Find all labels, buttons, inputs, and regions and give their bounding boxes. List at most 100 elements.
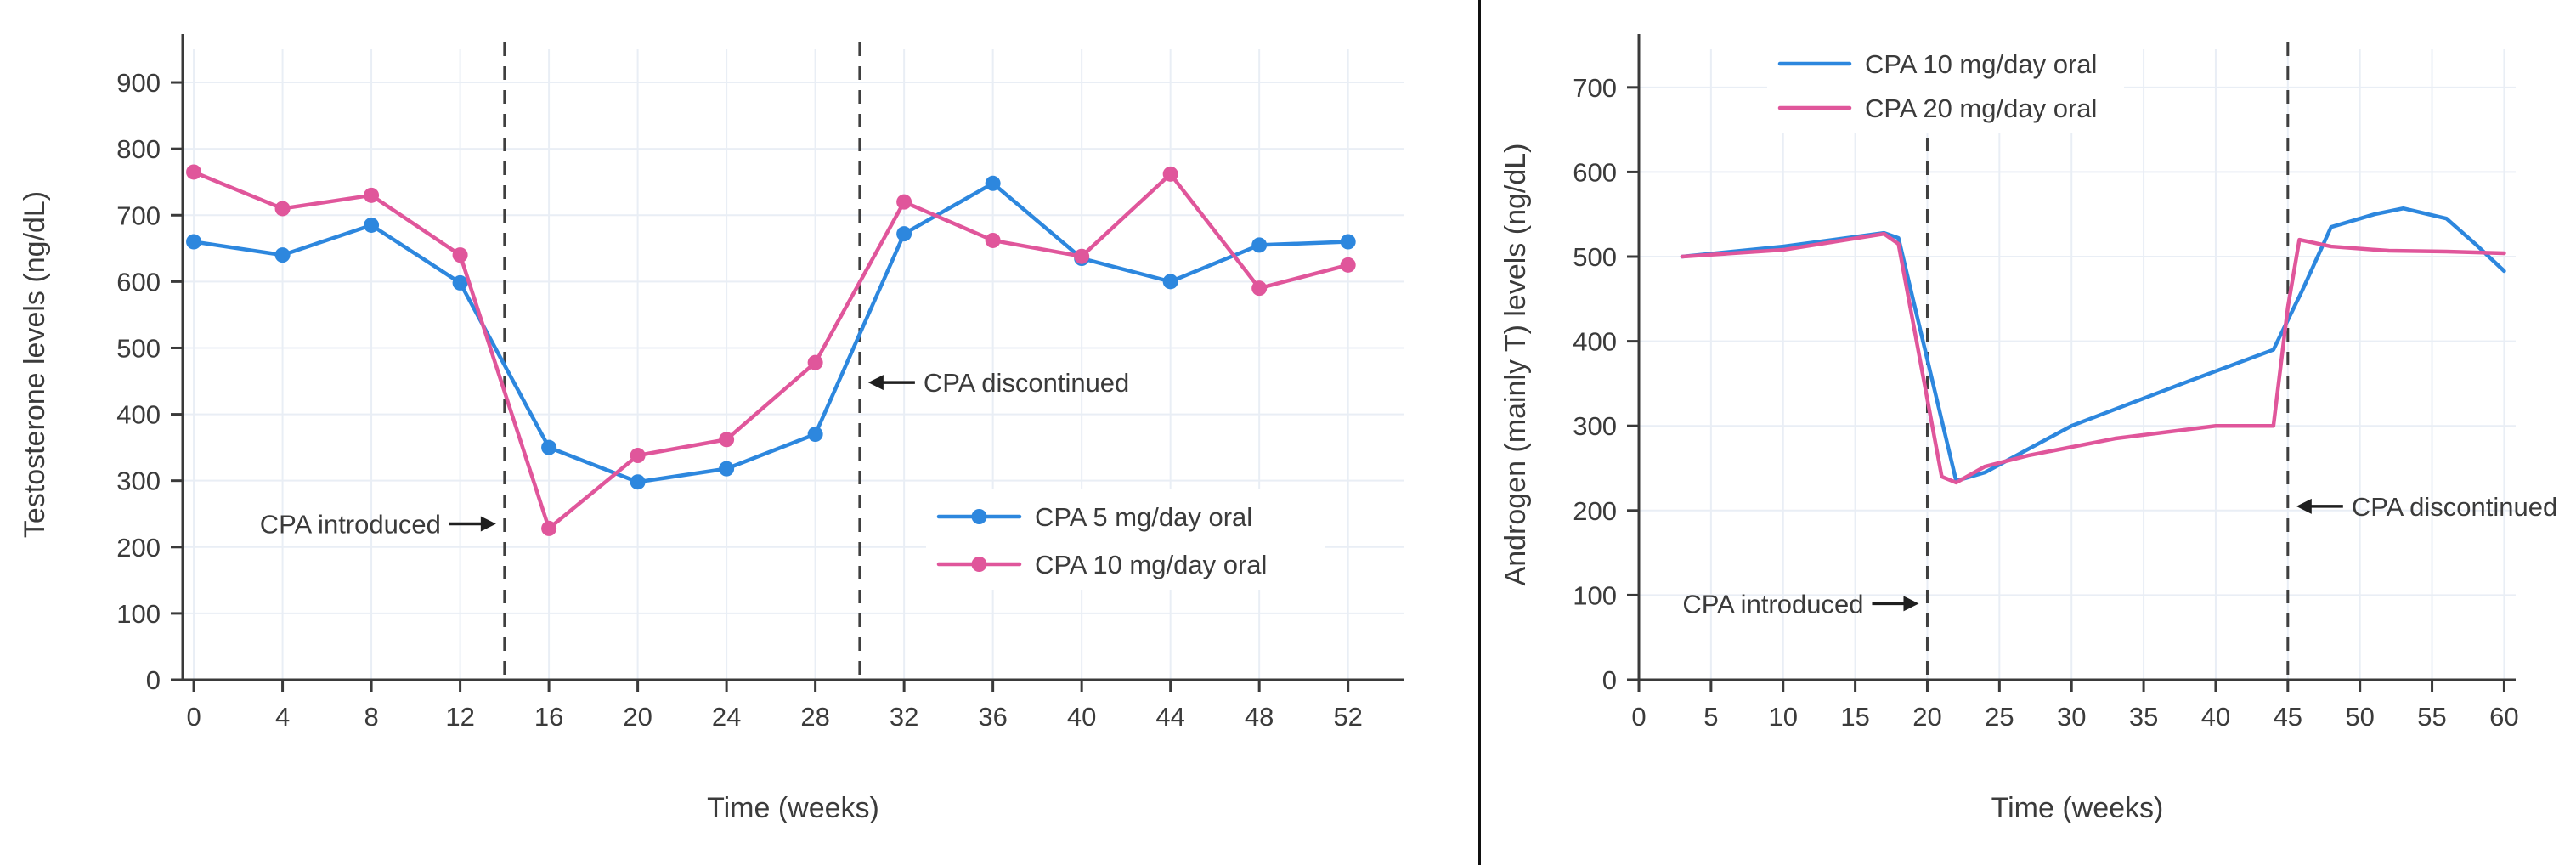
data-point [186, 234, 202, 250]
x-tick-label: 32 [890, 702, 918, 732]
annotation-text: CPA introduced [260, 509, 441, 539]
legend-label: CPA 10 mg/day oral [1035, 550, 1267, 579]
data-point [719, 432, 735, 448]
data-point [630, 448, 646, 464]
data-point [541, 439, 557, 455]
y-tick-label: 500 [116, 333, 161, 363]
testosterone-chart-panel: 0 4 8 12 16 20 24 28 32 36 40 44 48 52 0 100 200 300 400 50… [19, 34, 1404, 824]
x-tick-label: 52 [1333, 702, 1362, 732]
x-axis-label: Time (weeks) [1991, 792, 2164, 824]
data-point [985, 175, 1001, 191]
data-point [364, 217, 380, 233]
annotation-arrow-head [867, 375, 884, 391]
x-tick-label: 36 [978, 702, 1007, 732]
x-axis-label: Time (weeks) [707, 792, 879, 824]
y-axis-label: Testosterone levels (ng/dL) [19, 191, 51, 538]
data-point [719, 461, 735, 477]
x-tick-label: 0 [186, 702, 201, 732]
annotation-arrow-head [480, 516, 496, 532]
x-tick-label: 44 [1155, 702, 1184, 732]
data-point [452, 247, 468, 263]
y-tick-label: 200 [116, 533, 161, 563]
data-point [364, 187, 380, 203]
x-tick-label: 25 [1985, 702, 2014, 732]
annotation-text: CPA introduced [1682, 589, 1863, 619]
legend-marker [971, 509, 987, 524]
data-point [896, 194, 912, 210]
androgen-chart: 0 5 10 15 20 25 30 35 40 45 50 55 600100200300400500… [1500, 34, 2557, 824]
data-point [1340, 257, 1356, 273]
x-tick-label: 55 [2417, 702, 2446, 732]
data-point [186, 164, 202, 180]
annotation-text: CPA discontinued [924, 368, 1129, 398]
annotation-arrow-head [2296, 498, 2312, 514]
testosterone-chart: 0 4 8 12 16 20 24 28 32 36 40 44 48 52010020030040050… [19, 34, 1404, 824]
y-tick-label: 200 [1573, 496, 1617, 526]
x-tick-label: 48 [1245, 702, 1274, 732]
legend-label: CPA 10 mg/day oral [1865, 49, 2097, 79]
legend-marker [971, 557, 987, 572]
y-tick-label: 800 [116, 134, 161, 164]
y-tick-label: 300 [116, 466, 161, 496]
x-tick-label: 60 [2489, 702, 2518, 732]
panel-divider [1478, 0, 1481, 865]
data-point [1162, 166, 1178, 182]
androgen-chart-panel: 0 5 10 15 20 25 30 35 40 45 50 55 60 0 100 200 300 400 500… [1481, 0, 2576, 865]
x-tick-label: 45 [2274, 702, 2302, 732]
data-point [807, 354, 823, 370]
x-tick-label: 20 [623, 702, 652, 732]
x-tick-label: 15 [1840, 702, 1869, 732]
legend-label: CPA 5 mg/day oral [1035, 502, 1252, 532]
data-point [1251, 237, 1268, 253]
data-point [1340, 234, 1356, 250]
y-tick-label: 400 [116, 400, 161, 430]
y-axis-label: Androgen (mainly T) levels (ng/dL) [1500, 144, 1532, 586]
annotation-text: CPA discontinued [2352, 492, 2557, 522]
data-point [1074, 248, 1090, 264]
data-point [985, 232, 1001, 248]
x-tick-label: 40 [2201, 702, 2230, 732]
x-tick-label: 8 [364, 702, 378, 732]
x-tick-label: 50 [2345, 702, 2374, 732]
y-tick-label: 900 [116, 68, 161, 98]
y-tick-label: 700 [116, 201, 161, 230]
x-tick-label: 4 [275, 702, 290, 732]
y-tick-label: 100 [116, 599, 161, 629]
legend-background [1767, 37, 2124, 133]
data-point [274, 247, 291, 263]
data-point [1251, 280, 1268, 297]
data-point [541, 520, 557, 536]
x-tick-label: 28 [800, 702, 829, 732]
y-tick-label: 400 [1573, 327, 1617, 357]
x-tick-label: 5 [1703, 702, 1718, 732]
series-line [191, 170, 1350, 531]
legend-label: CPA 20 mg/day oral [1865, 93, 2097, 123]
annotation-arrow-head [1903, 596, 1919, 612]
x-tick-label: 35 [2129, 702, 2158, 732]
y-tick-label: 700 [1573, 73, 1617, 103]
y-tick-label: 100 [1573, 580, 1617, 610]
x-tick-label: 40 [1067, 702, 1096, 732]
y-tick-label: 0 [1602, 665, 1617, 695]
x-tick-label: 12 [445, 702, 474, 732]
data-point [1162, 274, 1178, 290]
series-line [1680, 231, 2506, 485]
data-point [452, 274, 468, 291]
data-point [896, 226, 912, 242]
x-tick-label: 20 [1912, 702, 1941, 732]
data-point [807, 427, 823, 443]
series-line [191, 181, 1350, 484]
x-tick-label: 10 [1768, 702, 1797, 732]
y-tick-label: 500 [1573, 242, 1617, 272]
x-tick-label: 24 [712, 702, 741, 732]
x-tick-label: 16 [534, 702, 563, 732]
data-point [630, 474, 646, 490]
legend-background [926, 489, 1325, 590]
y-tick-label: 600 [116, 267, 161, 297]
y-tick-label: 600 [1573, 157, 1617, 187]
y-tick-label: 0 [146, 665, 161, 695]
x-tick-label: 30 [2057, 702, 2086, 732]
x-tick-label: 0 [1631, 702, 1646, 732]
data-point [274, 201, 291, 217]
